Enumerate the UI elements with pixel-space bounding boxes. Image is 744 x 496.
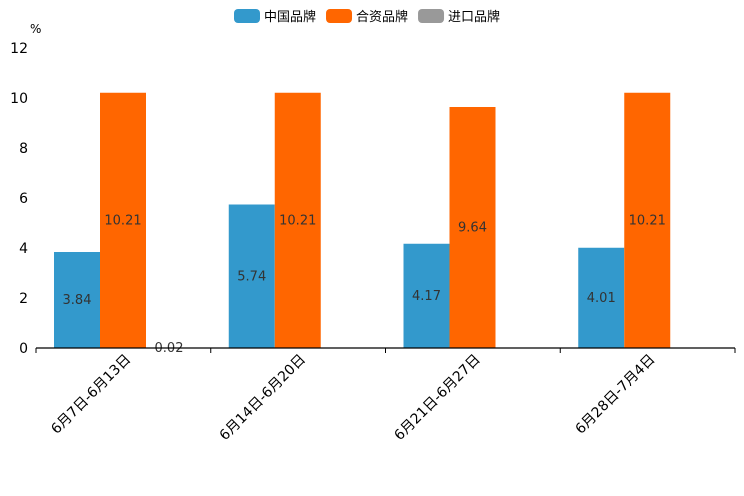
data-label: 10.21 bbox=[279, 213, 316, 228]
y-tick-label: 10 bbox=[10, 91, 28, 107]
bar-joint-venture-1 bbox=[100, 92, 146, 348]
legend-label: 合资品牌 bbox=[356, 9, 408, 25]
legend-swatch bbox=[234, 9, 260, 23]
bar-china-1 bbox=[54, 252, 100, 348]
bar-china-3 bbox=[403, 243, 450, 348]
data-label: 4.01 bbox=[587, 291, 616, 306]
y-axis-unit: % bbox=[30, 22, 41, 36]
bar-china-4 bbox=[578, 247, 625, 348]
bar-joint-venture-2 bbox=[274, 92, 321, 348]
y-tick-label: 8 bbox=[19, 141, 28, 157]
data-label: 10.21 bbox=[629, 213, 666, 228]
bar-joint-venture-4 bbox=[624, 92, 671, 348]
data-label: 10.21 bbox=[104, 213, 141, 228]
x-tick-label: 6月28日-7月4日 bbox=[572, 352, 658, 438]
y-axis-ticks: 0 2 4 6 8 10 12 bbox=[10, 41, 28, 357]
x-tick-label: 6月14日-6月20日 bbox=[217, 352, 309, 444]
bar-joint-venture-3 bbox=[449, 107, 496, 348]
legend-swatch bbox=[418, 9, 445, 23]
legend-swatch bbox=[326, 9, 353, 23]
data-label: 5.74 bbox=[237, 269, 266, 284]
y-tick-label: 0 bbox=[19, 341, 28, 357]
y-tick-label: 6 bbox=[19, 191, 28, 207]
y-tick-label: 4 bbox=[19, 241, 28, 257]
legend-label: 进口品牌 bbox=[448, 9, 500, 25]
bar-china-2 bbox=[228, 204, 275, 348]
x-axis-ticks: 6月7日-6月13日 6月14日-6月20日 6月21日-6月27日 6月28日-7月… bbox=[35, 348, 736, 444]
x-tick-label: 6月21日-6月27日 bbox=[391, 352, 483, 444]
y-tick-label: 12 bbox=[10, 41, 28, 57]
y-tick-label: 2 bbox=[19, 291, 28, 307]
legend: 中国品牌 合资品牌 进口品牌 bbox=[234, 9, 500, 25]
legend-label: 中国品牌 bbox=[264, 9, 316, 25]
data-label: 3.84 bbox=[63, 293, 92, 308]
data-label: 9.64 bbox=[458, 221, 487, 236]
x-tick-label: 6月7日-6月13日 bbox=[48, 352, 134, 438]
bars bbox=[54, 92, 671, 348]
data-label: 4.17 bbox=[412, 289, 441, 304]
